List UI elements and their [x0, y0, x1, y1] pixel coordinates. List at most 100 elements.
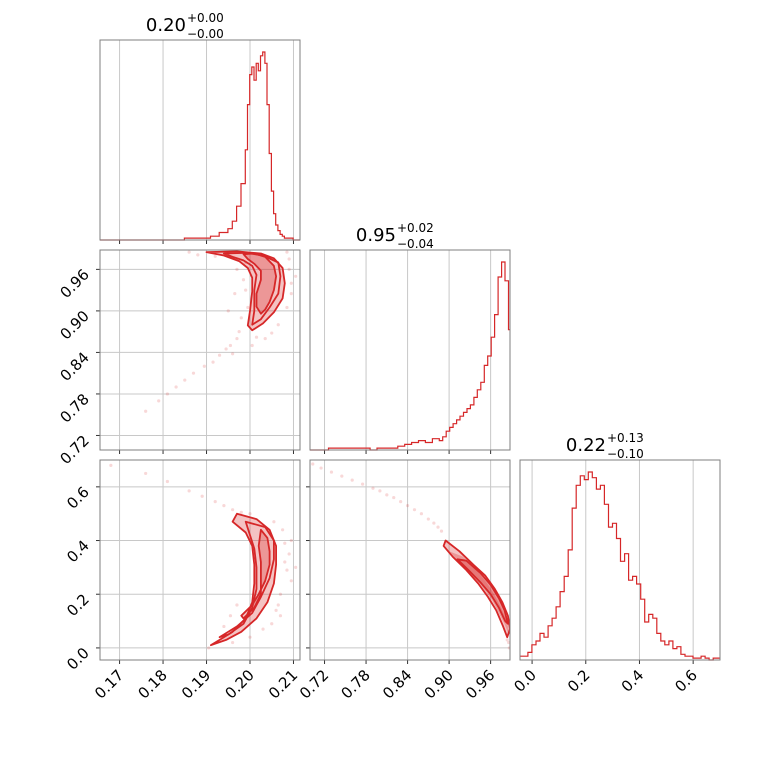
y-tick-label: 0.90	[56, 307, 92, 343]
scatter-point	[200, 494, 204, 498]
scatter-point	[213, 254, 217, 258]
scatter-point	[144, 471, 148, 476]
contour-fill-outer	[443, 540, 510, 638]
x-tick-label: 0.4	[618, 666, 648, 696]
scatter-point	[165, 392, 169, 396]
histogram-step	[100, 51, 300, 241]
panel-title-plus: +0.13	[607, 431, 644, 445]
histogram-step	[520, 471, 720, 661]
scatter-point	[507, 640, 510, 645]
scatter-point	[248, 512, 252, 516]
scatter-point	[211, 360, 215, 364]
scatter-point	[254, 335, 259, 339]
x-tick-label: 0.96	[462, 666, 498, 702]
scatter-point	[281, 528, 285, 532]
scatter-point	[311, 462, 315, 466]
scatter-point	[399, 500, 403, 504]
scatter-point	[191, 371, 196, 375]
scatter-point	[202, 364, 206, 368]
scatter-point	[426, 517, 430, 521]
scatter-point	[235, 336, 239, 341]
histogram-step	[310, 261, 510, 451]
scatter-point	[263, 336, 267, 341]
scatter-point	[241, 278, 246, 282]
scatter-point	[319, 466, 323, 470]
panel-frame	[309, 459, 511, 661]
y-tick-label: 0.96	[56, 265, 92, 301]
scatter-point	[235, 603, 239, 607]
scatter-point	[432, 521, 436, 525]
x-tick-label: 0.17	[91, 666, 127, 702]
x-tick-label: 0.84	[379, 666, 415, 702]
scatter-point	[261, 627, 265, 631]
scatter-point	[231, 508, 235, 512]
x-tick-label: 0.18	[135, 666, 171, 702]
scatter-point	[174, 385, 178, 389]
scatter-point	[294, 274, 298, 278]
scatter-point	[385, 493, 389, 497]
scatter-point	[109, 463, 113, 467]
scatter-point	[289, 291, 293, 296]
scatter-point	[231, 352, 235, 356]
pair-panel-p1-p2	[306, 459, 511, 664]
scatter-point	[392, 495, 396, 500]
scatter-point	[222, 624, 226, 629]
scatter-point	[165, 479, 169, 484]
pair-panel-p0-p2	[96, 459, 301, 664]
scatter-point	[235, 267, 239, 271]
scatter-point	[233, 291, 237, 296]
scatter-point	[329, 470, 334, 474]
scatter-point	[239, 316, 243, 320]
scatter-point	[270, 331, 274, 335]
y-tick-label: 0.84	[56, 349, 92, 385]
scatter-point	[183, 378, 187, 382]
scatter-point	[439, 529, 444, 533]
scatter-point	[144, 409, 148, 413]
x-tick-label: 0.0	[510, 666, 540, 696]
scatter-point	[278, 592, 283, 596]
scatter-point	[228, 343, 233, 348]
scatter-point	[294, 565, 298, 569]
panel-title-minus: −0.04	[397, 237, 434, 251]
scatter-point	[272, 520, 276, 524]
scatter-point	[287, 257, 291, 261]
scatter-point	[276, 603, 280, 607]
scatter-point	[217, 353, 222, 357]
scatter-point	[507, 646, 510, 650]
panel-frame	[309, 249, 511, 451]
pair-panel-p0-p1	[96, 249, 301, 454]
x-tick-label: 0.90	[421, 666, 457, 702]
scatter-point	[187, 489, 191, 493]
marginal-panel-p1: 0.95 +0.02 −0.04	[309, 221, 511, 454]
scatter-point	[283, 560, 287, 564]
scatter-point	[340, 474, 344, 478]
scatter-point	[213, 500, 217, 504]
scatter-point	[207, 646, 211, 650]
scatter-point	[436, 525, 440, 529]
scatter-point	[224, 347, 228, 351]
panel-content	[311, 462, 510, 650]
panel-frame	[99, 459, 301, 661]
x-tick-label: 0.6	[671, 666, 701, 696]
x-tick-label: 0.20	[221, 666, 257, 702]
panel-content	[109, 463, 298, 650]
axis-labels: 0.720.780.840.900.960.00.20.40.60.17 0.18…	[56, 265, 701, 702]
panel-title-minus: −0.10	[607, 447, 644, 461]
x-tick-label: 0.19	[178, 666, 214, 702]
contour-mid	[218, 520, 275, 639]
y-tick-label: 0.0	[63, 644, 93, 674]
y-tick-label: 0.2	[63, 590, 93, 620]
contour-inner	[456, 558, 509, 625]
scatter-point	[419, 512, 424, 516]
scatter-point	[285, 305, 289, 310]
contour-mid	[223, 251, 282, 326]
y-tick-label: 0.6	[63, 483, 93, 513]
scatter-point	[274, 608, 278, 612]
scatter-point	[289, 538, 293, 543]
x-tick-label: 0.2	[564, 666, 594, 696]
panel-frame	[99, 249, 301, 451]
contour-outer	[210, 512, 277, 647]
panel-content	[144, 250, 298, 413]
panel-title-minus: −0.00	[187, 27, 224, 41]
scatter-point	[289, 281, 293, 285]
